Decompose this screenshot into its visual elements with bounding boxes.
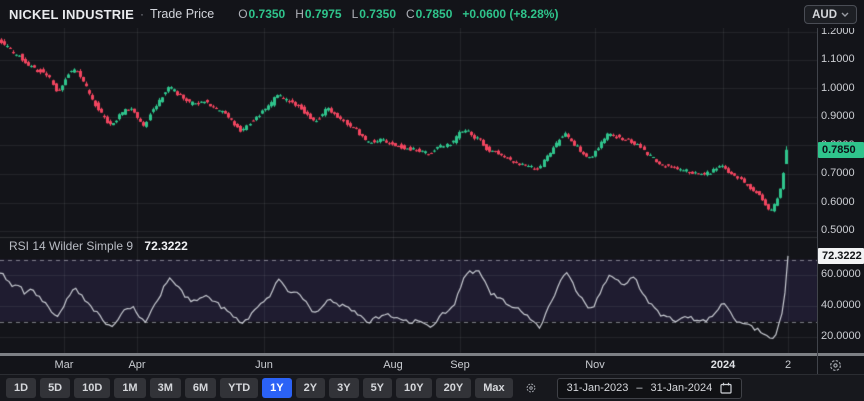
close-value: 0.7850: [415, 7, 453, 21]
range-button-1m[interactable]: 1M: [114, 378, 146, 398]
chart-settings-gear-button[interactable]: [519, 378, 543, 398]
low-label: L: [351, 7, 359, 21]
range-button-3m[interactable]: 3M: [149, 378, 181, 398]
range-button-ytd[interactable]: YTD: [220, 378, 259, 398]
time-axis-label: Nov: [585, 359, 605, 371]
range-button-max[interactable]: Max: [475, 378, 513, 398]
range-button-3y[interactable]: 3Y: [329, 378, 359, 398]
time-axis[interactable]: Mar Apr Jun Aug Sep Nov 2024 2: [0, 356, 864, 374]
range-button-10d[interactable]: 10D: [74, 378, 111, 398]
price-axis-label: 0.9000: [821, 110, 855, 122]
range-button-20y[interactable]: 20Y: [435, 378, 472, 398]
time-axis-label: Jun: [255, 359, 273, 371]
open-label: O: [238, 7, 248, 21]
rsi-axis-label: 20.0000: [821, 330, 861, 342]
range-button-10y[interactable]: 10Y: [396, 378, 432, 398]
time-axis-label: Mar: [54, 359, 74, 371]
close-label: C: [406, 7, 415, 21]
range-toolbar: 1D 5D 10D 1M 3M 6M YTD 1Y 2Y 3Y 5Y 10Y 20Y Max 31-Jan…: [0, 374, 864, 401]
time-axis-label: Aug: [383, 359, 403, 371]
price-axis-label: 0.5000: [821, 224, 855, 236]
range-button-5d[interactable]: 5D: [40, 378, 71, 398]
range-button-1y[interactable]: 1Y: [262, 378, 292, 398]
time-axis-label: 2024: [710, 359, 736, 371]
currency-selector[interactable]: AUD: [804, 5, 857, 24]
time-axis-label: Apr: [128, 359, 146, 371]
range-button-2y[interactable]: 2Y: [295, 378, 326, 398]
rsi-value: 72.3222: [144, 239, 188, 253]
horizontal-scrollbar[interactable]: [0, 353, 864, 356]
last-price-tag: 0.7850: [818, 141, 864, 158]
date-range-separator: –: [636, 382, 643, 394]
rsi-pane-header: RSI 14 Wilder Simple 9 72.3222: [9, 239, 188, 253]
low-value: 0.7350: [359, 7, 396, 21]
rsi-value-tag: 72.3222: [818, 247, 864, 264]
rsi-axis-label: 60.0000: [821, 268, 861, 280]
open-value: 0.7350: [248, 7, 286, 21]
time-axis-label: 2: [784, 359, 792, 371]
range-button-1d[interactable]: 1D: [6, 378, 37, 398]
rsi-axis-label: 40.0000: [821, 299, 861, 311]
high-label: H: [295, 7, 304, 21]
currency-label: AUD: [812, 8, 837, 21]
time-axis-label: Sep: [450, 359, 470, 371]
chevron-down-icon: [841, 12, 849, 17]
price-axis-label: 0.7000: [821, 167, 855, 179]
date-range-end: 31-Jan-2024: [650, 382, 713, 394]
calendar-icon: [720, 382, 732, 394]
price-axis-label: 1.0000: [821, 81, 855, 94]
range-button-5y[interactable]: 5Y: [362, 378, 393, 398]
range-button-6m[interactable]: 6M: [184, 378, 217, 398]
date-range-picker[interactable]: 31-Jan-2023 – 31-Jan-2024: [556, 377, 743, 399]
date-range-start: 31-Jan-2023: [566, 382, 629, 394]
high-value: 0.7975: [304, 7, 342, 21]
price-axis-label: 0.6000: [821, 195, 855, 208]
legend-separator: ·: [140, 7, 145, 21]
price-axis-separator: [817, 28, 818, 374]
axis-settings-gear-icon[interactable]: [828, 358, 843, 373]
change-value: +0.0600 (+8.28%): [462, 7, 559, 21]
rsi-title[interactable]: RSI 14 Wilder Simple 9: [9, 239, 134, 253]
price-axis-label: 1.1000: [821, 53, 855, 65]
series-type-label: Trade Price: [150, 7, 215, 21]
chart-canvas[interactable]: [0, 0, 818, 356]
chart-legend: NICKEL INDUSTRIE · Trade Price O 0.7350 …: [0, 0, 864, 28]
gear-icon: [526, 383, 535, 393]
symbol-name[interactable]: NICKEL INDUSTRIE: [9, 6, 135, 22]
